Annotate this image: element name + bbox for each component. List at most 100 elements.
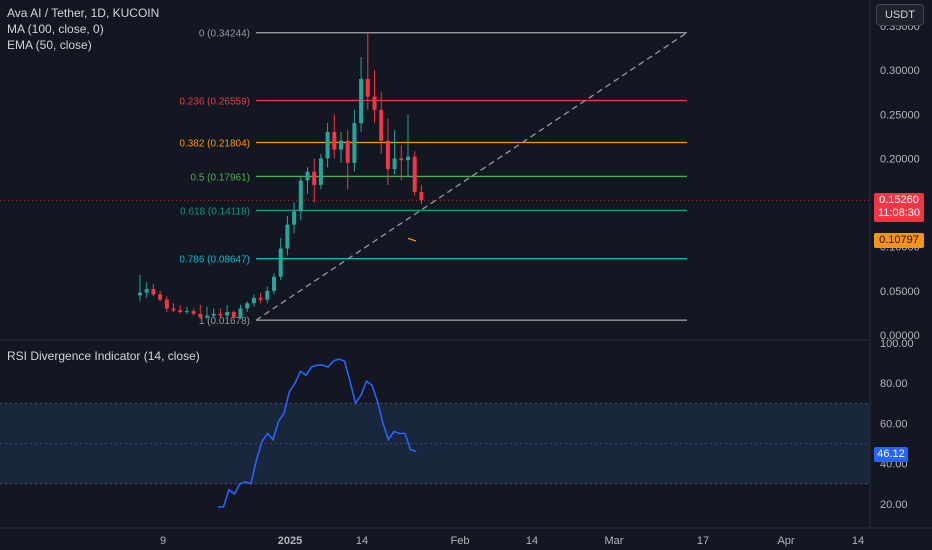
candle-body xyxy=(399,158,404,161)
candle-body xyxy=(332,131,337,150)
candle-body xyxy=(151,289,156,295)
candle-body xyxy=(325,131,330,159)
candle xyxy=(238,304,243,320)
candle-body xyxy=(318,158,323,185)
candle-body xyxy=(339,140,343,150)
candle xyxy=(339,131,343,163)
candle-body xyxy=(359,78,364,124)
fib-level-label: 0 (0.34244) xyxy=(199,29,250,40)
price-tick-label: 0.25000 xyxy=(880,109,920,121)
candle-body xyxy=(345,140,350,163)
candle-body xyxy=(205,315,209,318)
rsi-tick-label: 100.00 xyxy=(880,338,914,350)
candle-body xyxy=(258,297,263,300)
fib-level-label: 0.786 (0.08647) xyxy=(179,255,250,266)
bar-countdown: 11:08:30 xyxy=(877,207,920,219)
candle xyxy=(385,118,390,185)
candle xyxy=(138,274,142,302)
candle-body xyxy=(144,289,149,293)
candle-body xyxy=(379,109,384,141)
last-price-value: 0.15260 xyxy=(879,194,919,206)
candle xyxy=(205,306,209,320)
candle-body xyxy=(285,224,290,249)
candle-body xyxy=(245,303,250,309)
rsi-tick-label: 20.00 xyxy=(880,499,908,511)
candlestick-series xyxy=(138,33,424,320)
candle-body xyxy=(178,310,183,313)
candle-body xyxy=(412,156,417,192)
candle xyxy=(365,33,370,110)
candle-body xyxy=(218,313,223,316)
candle-body xyxy=(406,156,410,161)
currency-button[interactable]: USDT xyxy=(876,4,924,26)
candle-body xyxy=(352,123,357,163)
candle xyxy=(359,56,364,132)
rsi-legend[interactable]: RSI Divergence Indicator (14, close) xyxy=(7,349,200,363)
rsi-value-tag: 46.12 xyxy=(874,447,908,462)
candle xyxy=(225,304,230,318)
time-tick-label: 9 xyxy=(160,535,166,547)
time-tick-label: 14 xyxy=(526,535,538,547)
candle-body xyxy=(225,312,230,316)
fibonacci-retracement[interactable]: 0 (0.34244) 0.236 (0.26559) 0.382 (0.21804… xyxy=(179,29,688,328)
candle xyxy=(312,158,317,203)
candle xyxy=(399,145,404,181)
candle xyxy=(325,123,330,168)
rsi-pane xyxy=(0,358,870,508)
candle-body xyxy=(265,290,270,300)
candle-body xyxy=(419,191,424,201)
candle xyxy=(352,109,357,172)
candle-body xyxy=(372,96,377,110)
candle-body xyxy=(312,171,317,185)
candle-body xyxy=(385,140,390,170)
candle xyxy=(178,304,183,314)
candle xyxy=(379,92,384,155)
candle xyxy=(298,176,303,221)
price-tick-label: 0.00000 xyxy=(880,330,920,342)
price-tick-label: 0.30000 xyxy=(880,65,920,77)
candle xyxy=(245,301,250,313)
candle xyxy=(158,290,163,302)
candle-body xyxy=(365,78,370,97)
time-tick-label: 14 xyxy=(852,535,864,547)
fib-level-label: 0.5 (0.17961) xyxy=(191,172,251,183)
candle xyxy=(171,303,176,313)
time-tick-label: Apr xyxy=(777,535,794,547)
candle-body xyxy=(184,311,189,313)
ma-price-tag: 0.10797 xyxy=(874,233,924,248)
candle xyxy=(184,306,189,314)
candle-body xyxy=(211,313,216,316)
candle xyxy=(251,294,256,307)
candle-body xyxy=(138,292,142,296)
last-price-tag: 0.15260 11:08:30 xyxy=(874,193,924,222)
candle-body xyxy=(164,299,169,309)
candle xyxy=(278,237,283,281)
candle-body xyxy=(305,171,310,181)
ema-legend[interactable]: EMA (50, close) xyxy=(7,38,92,52)
symbol-legend[interactable]: Ava AI / Tether, 1D, KUCOIN xyxy=(7,6,160,20)
rsi-line xyxy=(218,358,417,508)
candle xyxy=(265,286,270,304)
time-tick-label: 2025 xyxy=(278,535,302,547)
candle xyxy=(164,296,169,313)
candle xyxy=(144,282,149,298)
candle-body xyxy=(158,294,163,300)
rsi-tick-label: 80.00 xyxy=(880,378,908,390)
candle-body xyxy=(171,308,176,311)
time-tick-label: Feb xyxy=(451,535,470,547)
candle-body xyxy=(298,180,303,212)
candle xyxy=(318,154,323,190)
fib-level-label: 0.236 (0.26559) xyxy=(179,97,250,108)
candle xyxy=(285,215,290,256)
ma-line xyxy=(407,237,417,242)
candle xyxy=(218,308,223,318)
candle xyxy=(305,167,310,194)
candle xyxy=(231,310,236,320)
ma-legend[interactable]: MA (100, close, 0) xyxy=(7,22,104,36)
fib-level-label: 0.382 (0.21804) xyxy=(179,139,250,150)
candle xyxy=(292,202,297,234)
candle-body xyxy=(392,158,397,170)
candle xyxy=(372,70,377,124)
candle xyxy=(332,114,337,159)
